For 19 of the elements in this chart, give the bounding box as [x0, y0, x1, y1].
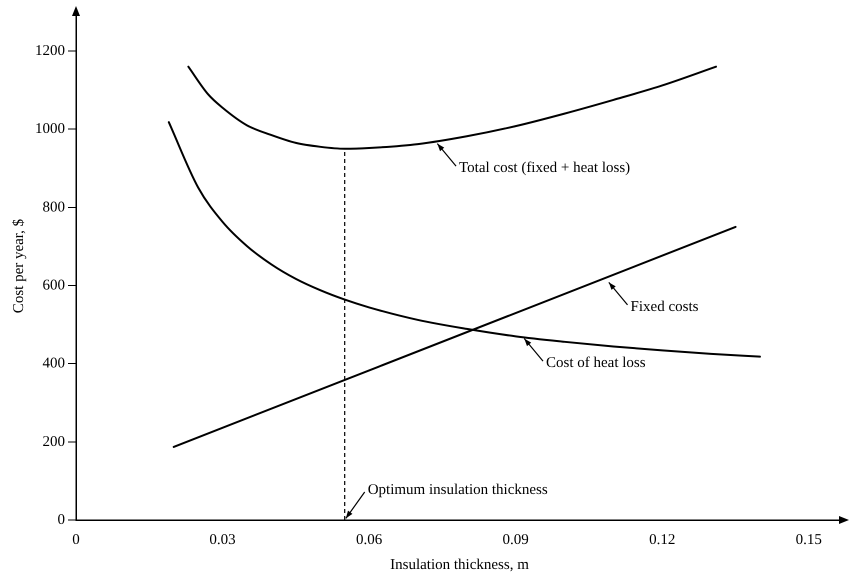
x-tick-label: 0.15 — [796, 532, 822, 548]
y-tick-label: 1200 — [35, 43, 65, 60]
y-tick-label: 200 — [42, 434, 65, 450]
x-axis-title: Insulation thickness, m — [390, 556, 530, 573]
x-tick-label: 0 — [72, 532, 80, 548]
y-tick-label: 600 — [42, 277, 65, 294]
annotation: Total cost (fixed + heat loss) — [459, 160, 630, 176]
y-tick-label: 1000 — [35, 121, 65, 138]
annotation: Fixed costs — [630, 298, 699, 315]
x-tick-label: 0.12 — [649, 532, 676, 548]
x-tick-label: 0.06 — [356, 532, 383, 548]
annotation: Cost of heat loss — [546, 355, 646, 372]
x-tick-label: 0.03 — [209, 532, 236, 548]
annotation: Optimum insulation thickness — [368, 482, 548, 498]
y-tick-label: 400 — [42, 356, 65, 372]
y-axis-title: Cost per year, $ — [10, 218, 27, 314]
y-tick-label: 0 — [58, 512, 65, 528]
y-tick-label: 800 — [42, 199, 65, 216]
x-tick-label: 0.09 — [502, 532, 529, 548]
